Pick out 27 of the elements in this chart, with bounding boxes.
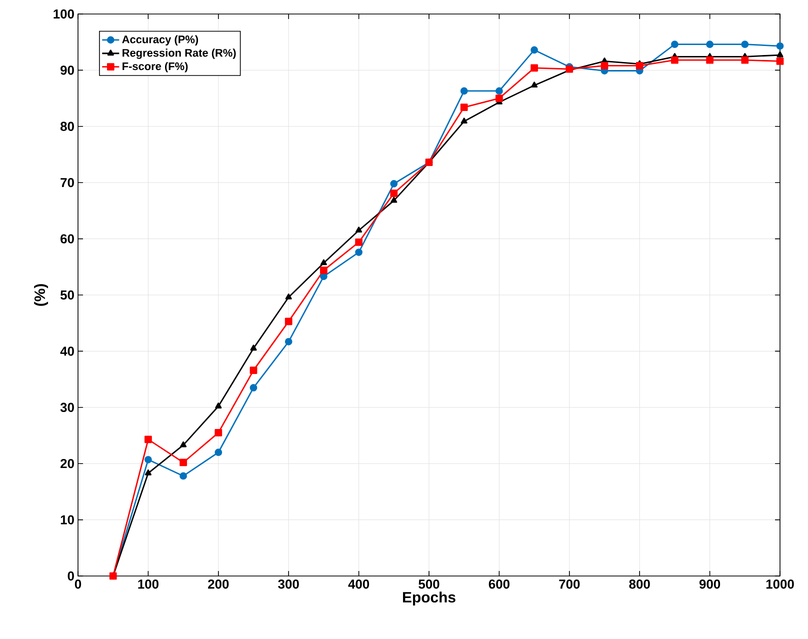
y-tick-label: 70 [60,178,74,188]
x-tick-label: 800 [629,580,650,589]
y-tick-label: 20 [60,459,74,468]
legend-label: F-score (F%) [122,62,188,72]
legend-label: Accuracy (P%) [122,35,198,46]
y-axis-title: (%) [34,284,48,306]
x-tick-label: 0 [74,580,82,589]
y-tick-label: 10 [60,515,74,524]
y-tick-label: 50 [60,290,74,300]
x-tick-label: 500 [418,580,440,589]
x-tick-label: 1000 [766,580,794,589]
x-tick-label: 400 [348,580,370,589]
y-tick-label: 40 [60,346,74,356]
y-tick-label: 80 [60,122,74,131]
x-tick-label: 200 [208,580,229,589]
y-tick-label: 30 [60,402,74,412]
x-tick-label: 100 [138,580,158,589]
y-tick-label: 0 [68,571,74,581]
y-tick-label: 90 [60,66,74,75]
x-tick-label: 600 [488,580,510,589]
legend-label: Regression Rate (R%) [122,48,236,59]
x-axis-title: Epochs [403,592,456,606]
x-tick-label: 300 [278,580,299,589]
x-tick-label: 700 [559,580,580,589]
y-tick-label: 60 [60,234,74,244]
y-tick-label: 100 [54,9,74,19]
x-tick-label: 900 [699,580,720,589]
